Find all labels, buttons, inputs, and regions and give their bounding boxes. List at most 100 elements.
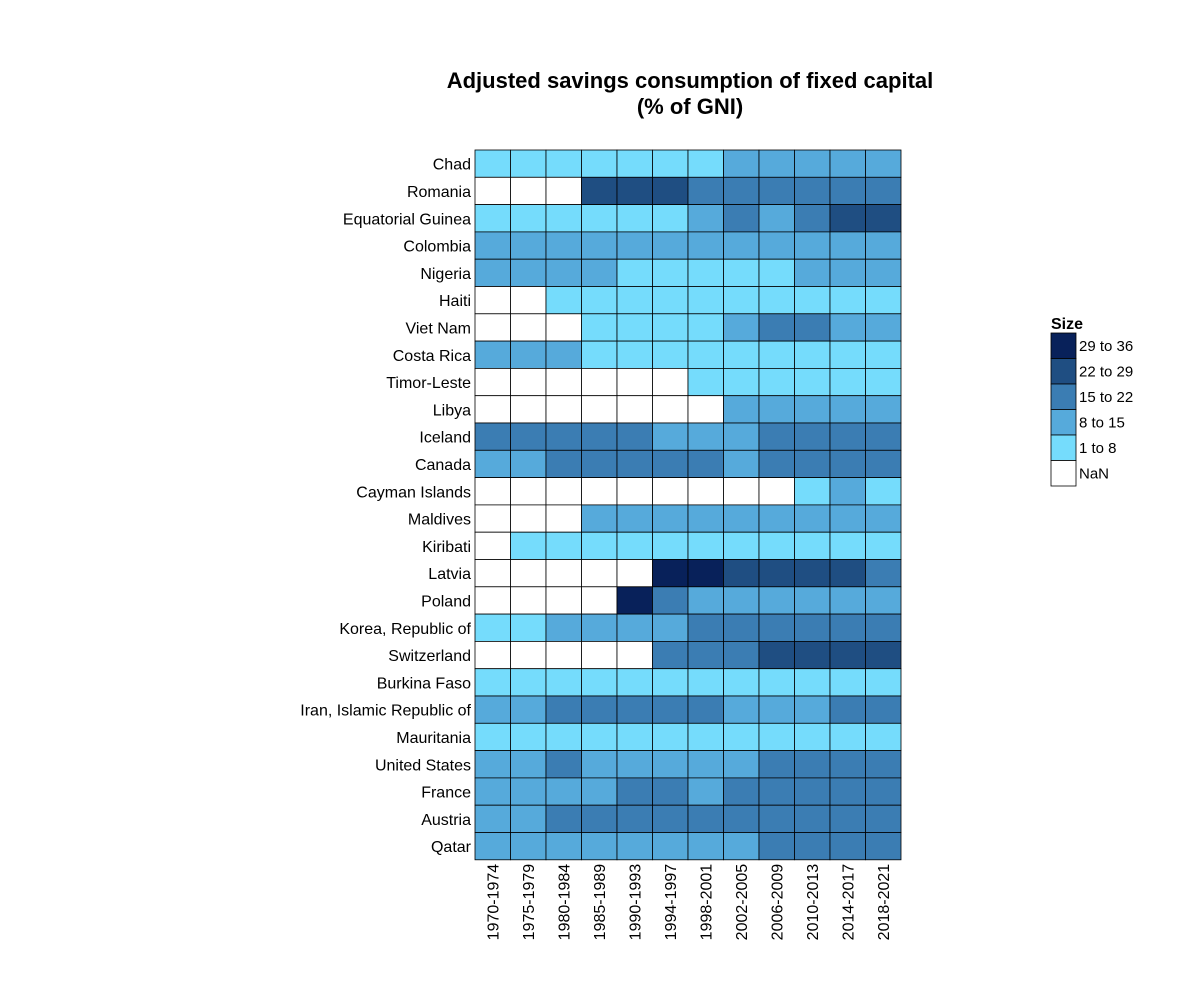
row-label: Burkina Faso <box>377 675 471 692</box>
heatmap-cell <box>865 258 902 287</box>
legend-swatch <box>1050 409 1077 436</box>
legend-label: 1 to 8 <box>1079 440 1117 457</box>
heatmap-cell <box>723 176 760 206</box>
heatmap-cell <box>687 531 724 560</box>
heatmap-cell <box>794 258 831 287</box>
heatmap-cell <box>723 695 760 724</box>
heatmap-cell <box>723 559 760 588</box>
heatmap-cell <box>794 559 831 588</box>
column-label: 1998-2001 <box>699 864 716 941</box>
legend-swatch <box>1050 332 1077 359</box>
heatmap-cell <box>652 176 689 206</box>
heatmap-cell <box>794 422 831 451</box>
heatmap-cell <box>474 258 511 287</box>
heatmap-cell <box>687 832 724 861</box>
heatmap-cell <box>687 313 724 342</box>
heatmap-cell <box>794 777 831 806</box>
legend-swatch <box>1050 460 1077 487</box>
heatmap-cell <box>474 176 511 206</box>
heatmap-cell <box>723 804 760 833</box>
heatmap-cell <box>758 641 795 670</box>
heatmap-cell <box>616 722 653 751</box>
row-label: Iran, Islamic Republic of <box>300 703 471 720</box>
heatmap-cell <box>687 422 724 451</box>
chart-title: Adjusted savings consumption of fixed ca… <box>446 68 934 93</box>
heatmap-cell <box>723 340 760 369</box>
column-label: 1985-1989 <box>592 864 609 941</box>
heatmap-cell <box>652 313 689 342</box>
heatmap-cell <box>865 313 902 342</box>
row-label: Iceland <box>419 430 471 447</box>
heatmap-cell <box>545 695 582 724</box>
heatmap-cell <box>545 204 582 233</box>
heatmap-cell <box>581 559 618 588</box>
heatmap-cell <box>829 804 866 833</box>
heatmap-cell <box>687 750 724 779</box>
heatmap-cell <box>758 613 795 642</box>
heatmap-cell <box>510 750 547 779</box>
heatmap-cell <box>758 286 795 315</box>
heatmap-cell <box>865 613 902 642</box>
heatmap-cell <box>687 722 724 751</box>
heatmap-cell <box>581 395 618 424</box>
heatmap-cell <box>794 204 831 233</box>
heatmap-cell <box>474 231 511 260</box>
heatmap-cell <box>581 613 618 642</box>
heatmap-cell <box>581 531 618 560</box>
heatmap-cell <box>829 750 866 779</box>
heatmap-cell <box>758 586 795 615</box>
heatmap-cell <box>758 231 795 260</box>
row-label: Cayman Islands <box>356 484 471 501</box>
heatmap-cell <box>652 204 689 233</box>
heatmap-cell <box>581 777 618 806</box>
heatmap-cell <box>510 204 547 233</box>
heatmap-cell <box>829 449 866 478</box>
row-label: Timor-Leste <box>386 375 471 392</box>
heatmap-cell <box>474 422 511 451</box>
heatmap-cell <box>758 695 795 724</box>
heatmap-cell <box>652 340 689 369</box>
heatmap-cell <box>581 313 618 342</box>
heatmap-cell <box>474 559 511 588</box>
heatmap-cell <box>474 149 511 178</box>
heatmap-cell <box>758 531 795 560</box>
heatmap-cell <box>829 777 866 806</box>
heatmap-cell <box>545 668 582 697</box>
heatmap-cell <box>687 149 724 178</box>
heatmap-cell <box>723 722 760 751</box>
row-label: Kiribati <box>422 539 471 556</box>
heatmap-cell <box>723 313 760 342</box>
heatmap-cell <box>652 559 689 588</box>
row-label: Romania <box>407 184 471 201</box>
row-label: Equatorial Guinea <box>343 211 471 228</box>
heatmap-cell <box>652 641 689 670</box>
row-label: Latvia <box>428 566 471 583</box>
heatmap-cell <box>616 777 653 806</box>
heatmap-cell <box>829 340 866 369</box>
heatmap-cell <box>616 286 653 315</box>
heatmap-cell <box>510 695 547 724</box>
row-label: Qatar <box>431 839 472 856</box>
heatmap-cell <box>474 668 511 697</box>
legend-swatch <box>1050 434 1077 461</box>
heatmap-cell <box>723 777 760 806</box>
heatmap-cell <box>829 695 866 724</box>
heatmap-cell <box>687 286 724 315</box>
heatmap-cell <box>581 477 618 506</box>
heatmap-cell <box>545 559 582 588</box>
heatmap-cell <box>510 449 547 478</box>
heatmap-cell <box>474 531 511 560</box>
heatmap-cell <box>723 286 760 315</box>
heatmap-cell <box>652 722 689 751</box>
heatmap-cell <box>616 367 653 397</box>
heatmap-cell <box>652 804 689 833</box>
heatmap-cell <box>510 613 547 642</box>
row-label: Libya <box>433 402 471 419</box>
heatmap-cell <box>687 668 724 697</box>
heatmap-cell <box>581 449 618 478</box>
heatmap-cell <box>865 504 902 533</box>
heatmap-cell <box>510 231 547 260</box>
heatmap-cell <box>581 231 618 260</box>
row-label: Mauritania <box>396 730 471 747</box>
heatmap-cell <box>758 477 795 506</box>
